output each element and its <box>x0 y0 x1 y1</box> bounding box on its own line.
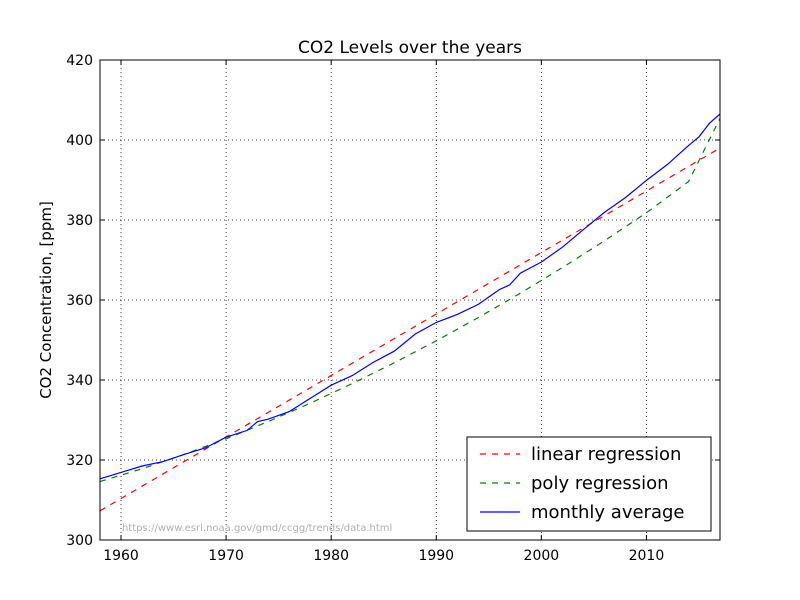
x-tick-label: 2010 <box>629 548 665 564</box>
y-tick-label: 320 <box>66 453 93 469</box>
x-tick-label: 2000 <box>524 548 560 564</box>
y-tick-label: 380 <box>66 213 93 229</box>
series-lines <box>99 113 721 512</box>
y-tick-label: 400 <box>66 133 93 149</box>
legend: linear regression poly regression monthly … <box>466 436 712 532</box>
series-line-poly-regression <box>99 118 721 483</box>
x-tick-label: 1990 <box>418 548 454 564</box>
x-tick-label: 1970 <box>208 548 244 564</box>
axis-ticks: 1960 1970 1980 1990 2000 2010 300 320 340 360 380 4… <box>66 53 720 564</box>
series-line-monthly-average <box>99 113 721 480</box>
y-tick-label: 340 <box>66 373 93 389</box>
legend-label: poly regression <box>531 473 669 494</box>
y-tick-label: 360 <box>66 293 93 309</box>
legend-label: linear regression <box>531 444 681 465</box>
y-tick-label: 420 <box>66 53 93 69</box>
x-tick-label: 1980 <box>313 548 349 564</box>
legend-label: monthly average <box>531 502 684 523</box>
x-tick-label: 1960 <box>103 548 139 564</box>
y-axis-label: CO2 Concentration, [ppm] <box>37 201 55 399</box>
data-source-annotation: https://www.esrl.noaa.gov/gmd/ccgg/trend… <box>122 523 392 534</box>
y-tick-label: 300 <box>66 533 93 549</box>
chart-title: CO2 Levels over the years <box>298 38 522 58</box>
legend-box <box>466 436 712 532</box>
